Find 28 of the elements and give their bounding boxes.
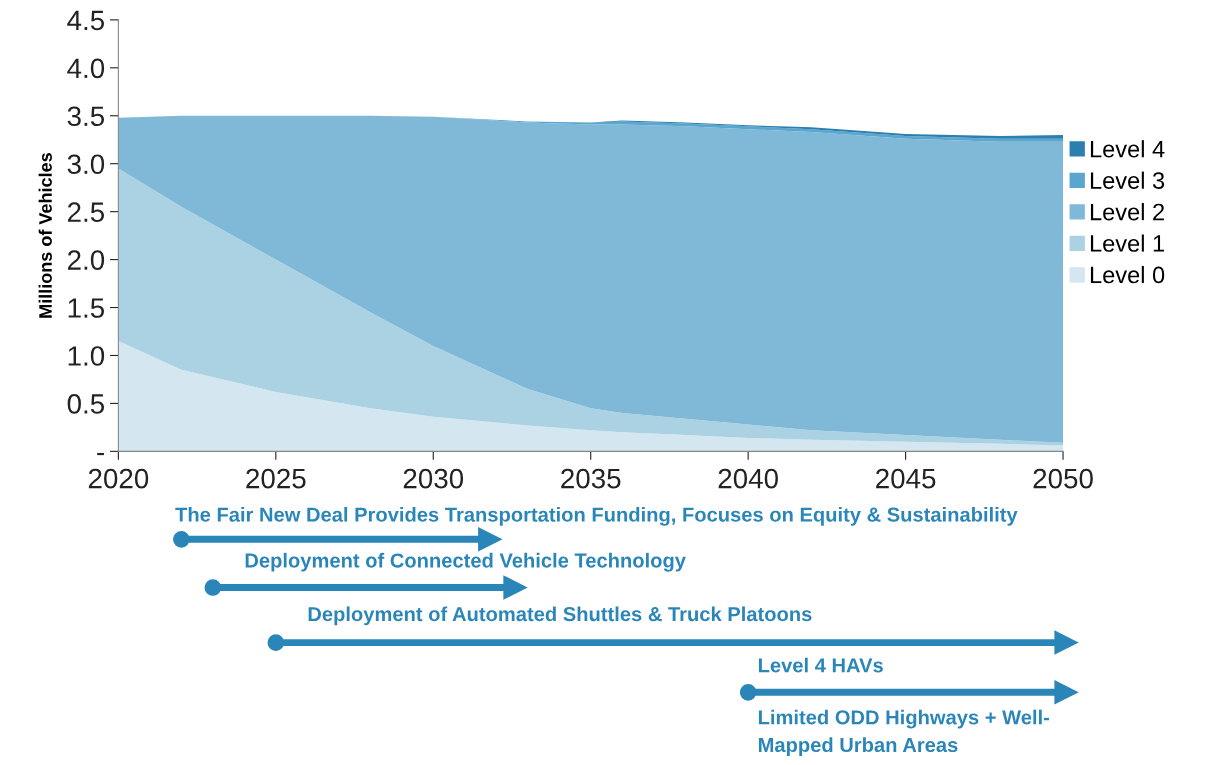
legend-label: Level 2: [1090, 203, 1164, 221]
y-tick-label: 4.0: [67, 58, 105, 79]
x-tick-label: 2050: [1033, 468, 1093, 489]
text: Limited ODD Highways + Well- Mapped Urban Areas: [758, 709, 1050, 757]
y-tick-label: -: [97, 452, 104, 456]
text: Deployment of Connected Vehicle Technology: [245, 552, 686, 572]
text: Deployment of Automated Shuttles & Truck Platoons: [308, 606, 812, 626]
x-tick-label: 2030: [403, 468, 464, 489]
legend-label: Level 0: [1090, 265, 1165, 284]
legend-label: Level 3: [1090, 171, 1165, 189]
y-tick-label: 2.0: [67, 250, 105, 270]
x-tick-label: 2025: [246, 468, 306, 489]
y-tick-label: 1.0: [68, 346, 105, 366]
x-tick-label: 2045: [876, 468, 936, 489]
text: Level 4 HAVs: [758, 657, 883, 673]
legend-label: Level 4: [1090, 140, 1165, 158]
x-tick-label: 2040: [718, 468, 778, 489]
text: The Fair New Deal Provides Transportation Funding, Focuses on Equity & Sustainability: [175, 506, 1018, 526]
y-axis-title: Millions of Vehicles: [38, 153, 52, 318]
y-tick-label: 3.0: [67, 154, 105, 175]
x-tick-label: 2035: [561, 468, 621, 489]
legend-label: Level 1: [1090, 234, 1164, 252]
y-tick-label: 3.5: [67, 106, 105, 127]
y-tick-label: 4.5: [67, 10, 105, 31]
y-tick-label: 2.5: [67, 202, 105, 222]
x-tick-label: 2020: [88, 468, 149, 489]
y-tick-label: 0.5: [67, 394, 105, 414]
y-tick-label: 1.5: [68, 298, 105, 318]
